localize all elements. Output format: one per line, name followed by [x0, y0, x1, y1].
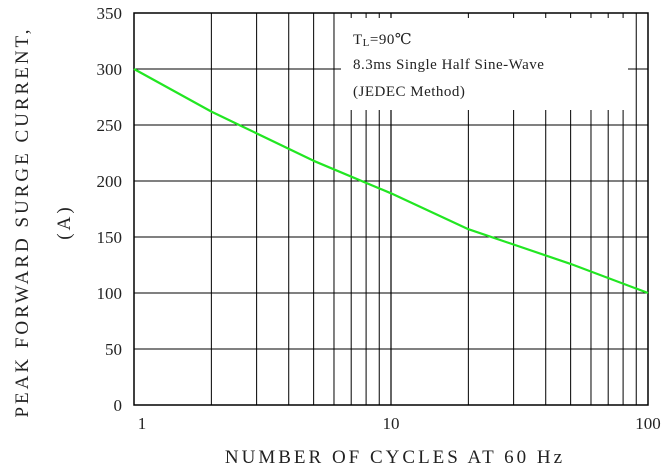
- annotation-line-2: 8.3ms Single Half Sine-Wave: [353, 57, 544, 73]
- y-tick-label: 150: [97, 228, 123, 247]
- y-tick-label: 50: [105, 340, 122, 359]
- annotation-line-1: TL=90℃: [353, 32, 412, 49]
- tick-labels: 0 50 100 150 200 250 300 350 1 10 100: [97, 4, 661, 433]
- y-tick-label: 250: [97, 116, 123, 135]
- plot-frame: [133, 12, 649, 406]
- y-axis-label-line-1: PEAK FORWARD SURGE CURRENT,: [12, 26, 33, 417]
- y-tick-label: 0: [114, 396, 123, 415]
- y-tick-label: 350: [97, 4, 123, 23]
- x-axis-label: NUMBER OF CYCLES AT 60 Hz: [225, 447, 565, 468]
- series-layer: [133, 68, 649, 295]
- y-tick-label: 200: [97, 172, 123, 191]
- y-tick-label: 100: [97, 284, 123, 303]
- y-tick-label: 300: [97, 60, 123, 79]
- y-axis-label-line-2: (A): [54, 204, 75, 239]
- x-tick-label: 100: [635, 414, 661, 433]
- annotation-line-3: (JEDEC Method): [353, 84, 465, 100]
- x-tick-label: 1: [138, 414, 147, 433]
- annotation-box: TL=90℃ 8.3ms Single Half Sine-Wave (JEDE…: [341, 18, 628, 110]
- x-tick-label: 10: [383, 414, 400, 433]
- y-axis-label: PEAK FORWARD SURGE CURRENT, (A): [12, 26, 75, 417]
- series-line: [133, 68, 649, 295]
